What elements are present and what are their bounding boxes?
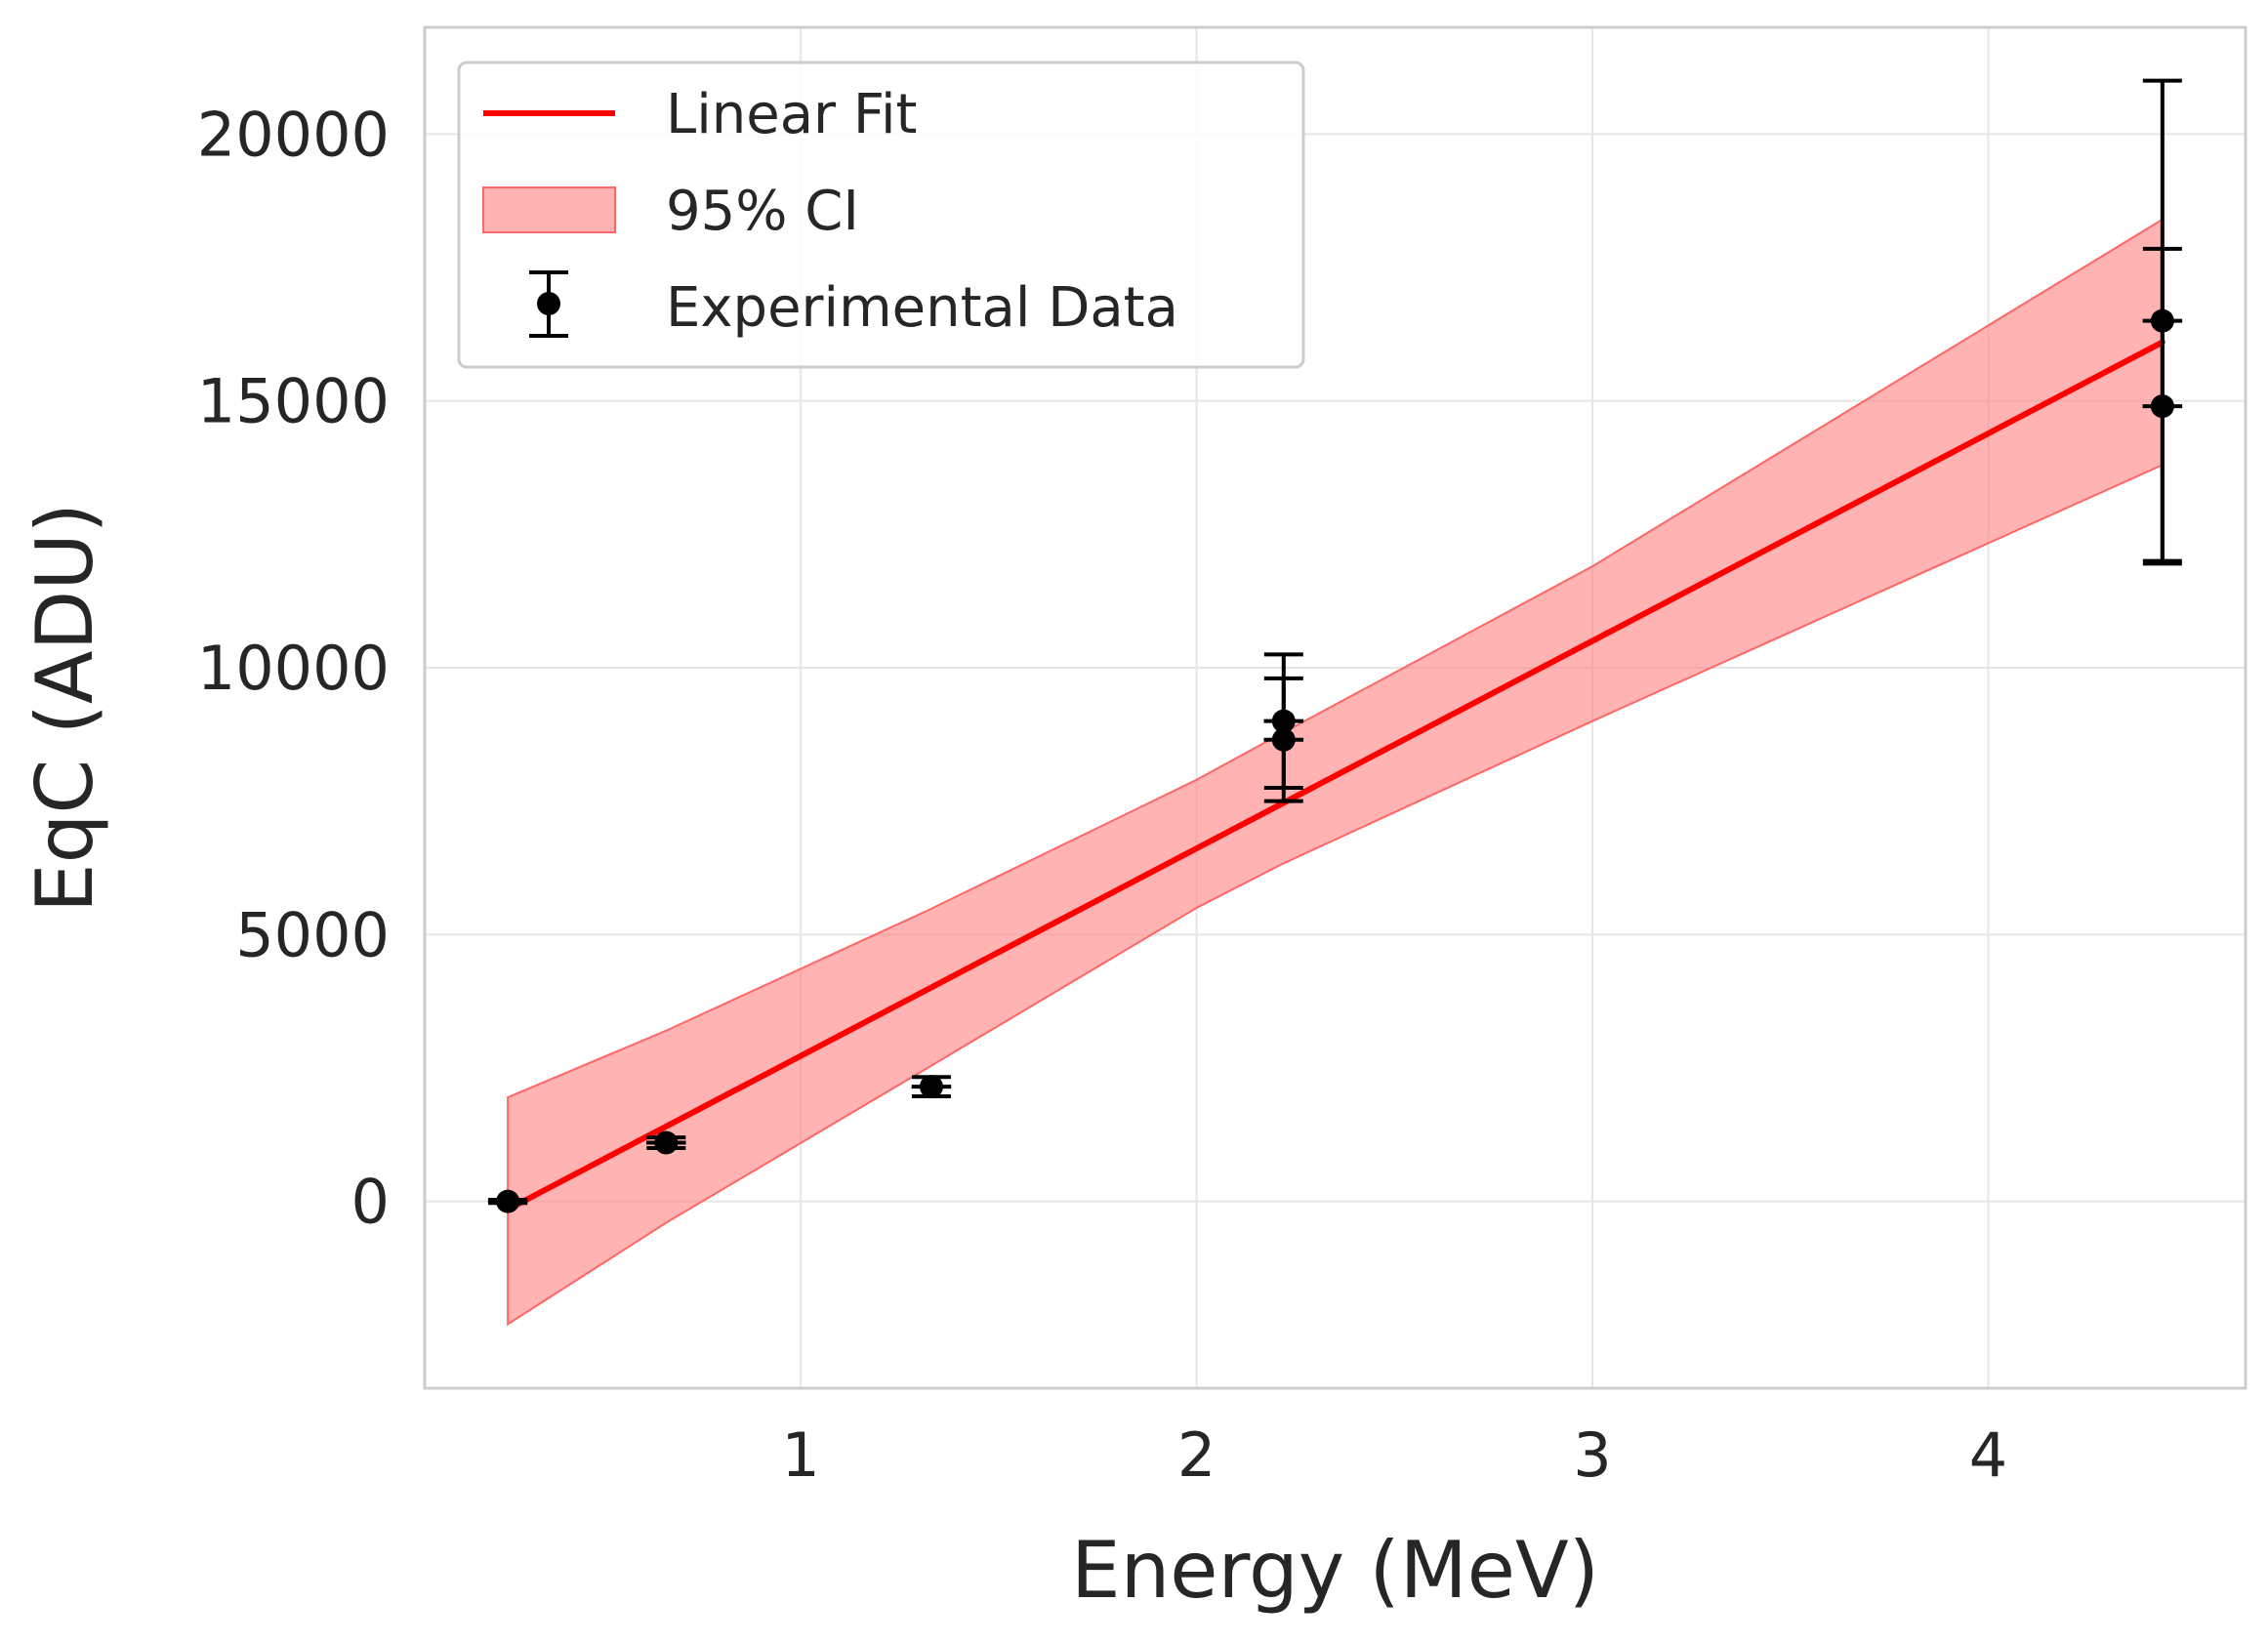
y-axis-label: EqC (ADU) xyxy=(20,503,110,913)
data-point xyxy=(919,1075,943,1099)
legend-box xyxy=(457,61,1305,369)
x-tick-label: 1 xyxy=(781,1419,819,1491)
data-point xyxy=(1271,727,1296,752)
x-tick-label: 4 xyxy=(1969,1419,2007,1491)
legend-label-ci: 95% CI xyxy=(666,180,859,243)
y-tick-label: 0 xyxy=(351,1167,390,1238)
y-tick-label: 5000 xyxy=(235,899,390,970)
data-points-layer xyxy=(487,78,2183,1213)
x-tick-label: 3 xyxy=(1573,1419,1611,1491)
x-axis-label: Energy (MeV) xyxy=(1071,1525,1599,1616)
legend-marker xyxy=(537,292,560,315)
legend-label-linear-fit: Linear Fit xyxy=(666,83,918,146)
data-point xyxy=(654,1130,679,1155)
data-point xyxy=(2150,394,2174,419)
fit-line xyxy=(505,339,2165,1212)
legend-label-experimental-data: Experimental Data xyxy=(666,276,1178,340)
legend: Linear Fit 95% CI Experimental Data xyxy=(457,61,1305,369)
y-tick-label: 20000 xyxy=(197,99,390,170)
data-point xyxy=(496,1189,520,1213)
fit-line-layer xyxy=(505,339,2165,1212)
legend-band-swatch xyxy=(482,186,616,233)
plot-frame xyxy=(423,25,2247,1390)
y-tick-label: 10000 xyxy=(197,633,390,704)
y-tick-label: 15000 xyxy=(197,366,390,437)
tick-labels: 1 2 3 4 0 5000 10000 15000 20000 xyxy=(197,99,2007,1491)
x-tick-label: 2 xyxy=(1177,1419,1216,1491)
